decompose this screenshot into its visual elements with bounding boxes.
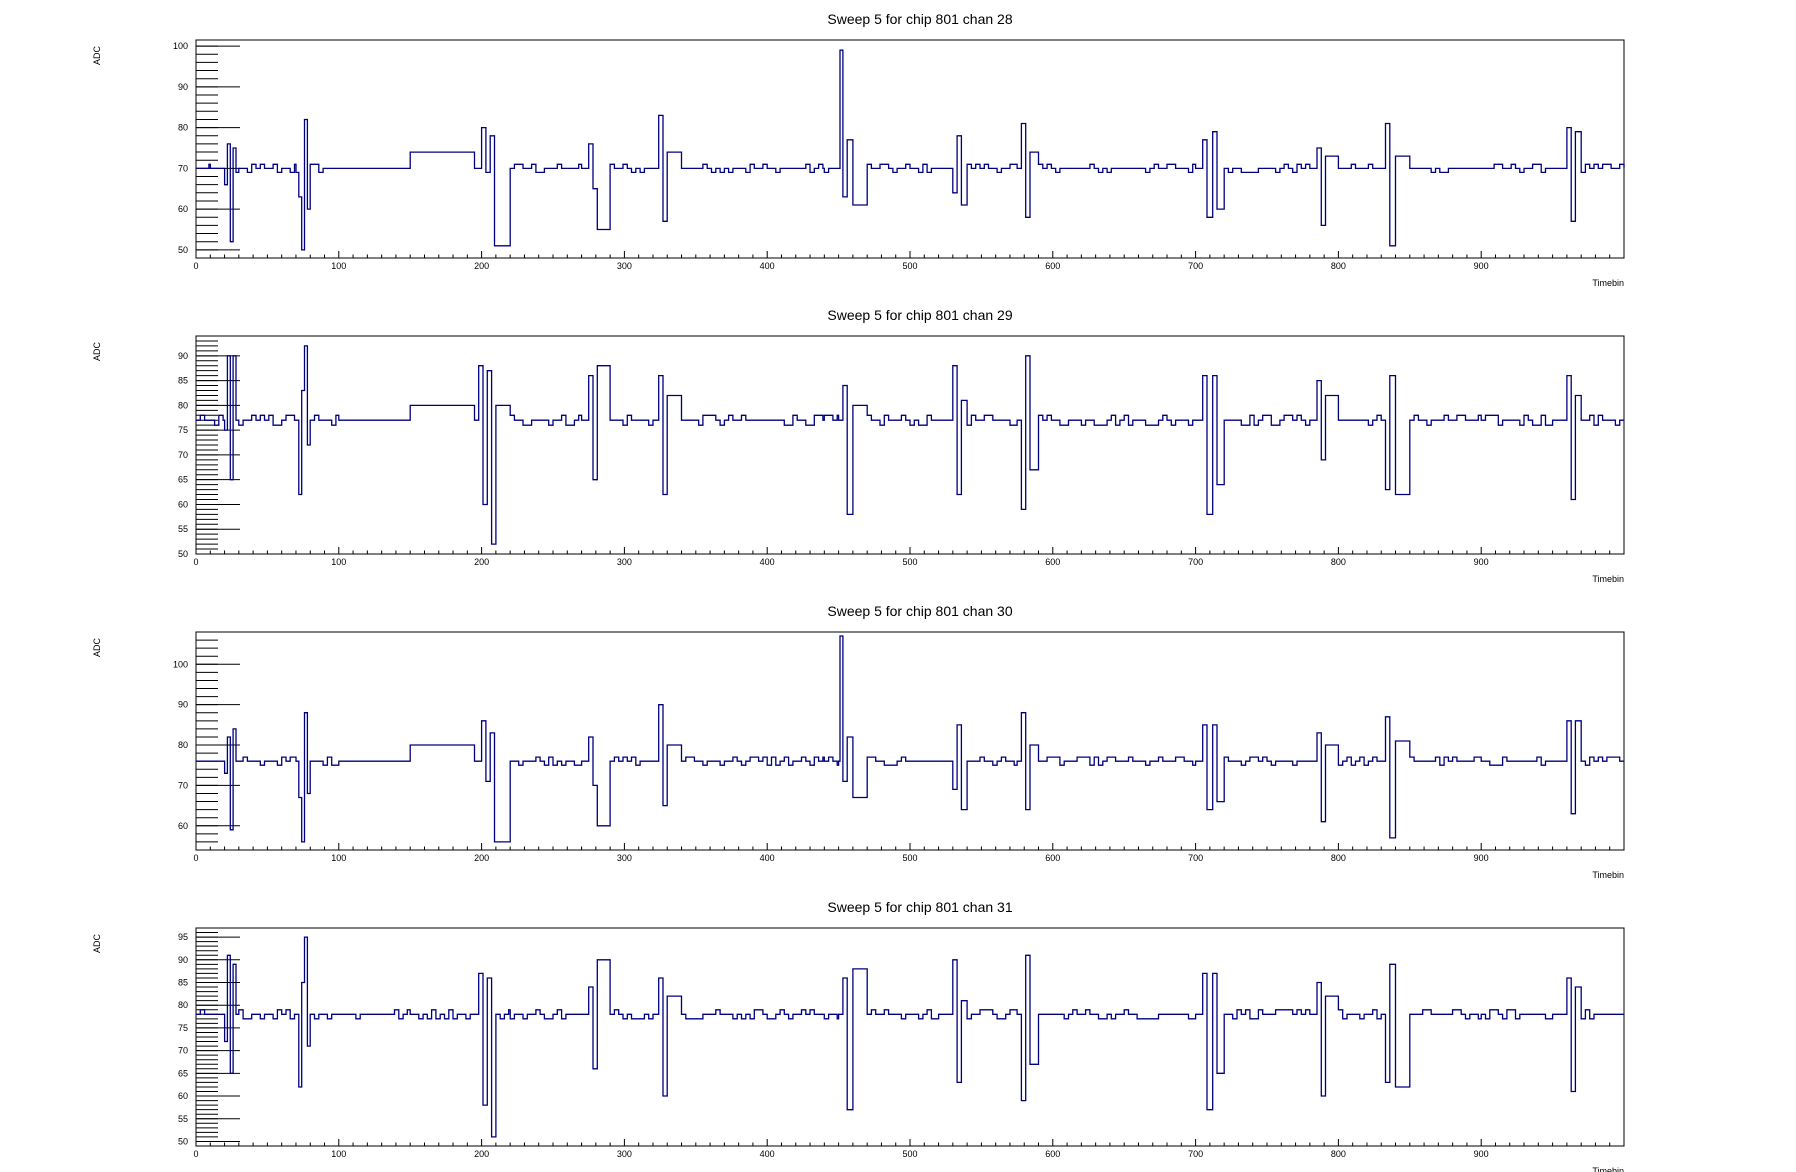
- x-tick-label: 300: [617, 261, 632, 271]
- x-tick-label: 200: [474, 1149, 489, 1159]
- y-tick-label: 60: [178, 821, 188, 831]
- y-tick-label: 90: [178, 700, 188, 710]
- x-tick-label: 900: [1474, 1149, 1489, 1159]
- y-tick-label: 90: [178, 82, 188, 92]
- y-tick-label: 50: [178, 245, 188, 255]
- x-tick-label: 100: [331, 557, 346, 567]
- adc-trace-line: [196, 345, 1624, 545]
- x-tick-label: 400: [760, 1149, 775, 1159]
- y-tick-label: 65: [178, 1068, 188, 1078]
- y-tick-label: 85: [178, 376, 188, 386]
- x-tick-label: 300: [617, 853, 632, 863]
- chart-panel-1: Sweep 5 for chip 801 chan 29 ADC Timebin 50…: [92, 307, 1625, 584]
- x-tick-label: 400: [760, 261, 775, 271]
- x-tick-label: 600: [1045, 261, 1060, 271]
- y-tick-label: 90: [178, 955, 188, 965]
- x-tick-label: 500: [902, 261, 917, 271]
- y-tick-label: 80: [178, 740, 188, 750]
- y-axis-label: ADC: [92, 934, 102, 954]
- x-tick-label: 500: [902, 1149, 917, 1159]
- y-tick-label: 75: [178, 425, 188, 435]
- y-tick-label: 70: [178, 780, 188, 790]
- y-tick-label: 80: [178, 400, 188, 410]
- y-axis-label: ADC: [92, 638, 102, 658]
- x-axis-label: Timebin: [1592, 1166, 1624, 1172]
- x-tick-label: 0: [193, 1149, 198, 1159]
- x-tick-label: 500: [902, 557, 917, 567]
- chart-title: Sweep 5 for chip 801 chan 29: [827, 307, 1012, 323]
- y-tick-label: 100: [173, 659, 188, 669]
- x-tick-label: 700: [1188, 557, 1203, 567]
- chart-title: Sweep 5 for chip 801 chan 31: [827, 899, 1012, 915]
- y-tick-label: 50: [178, 549, 188, 559]
- chart-title: Sweep 5 for chip 801 chan 30: [827, 603, 1012, 619]
- y-tick-label: 60: [178, 1091, 188, 1101]
- y-tick-label: 55: [178, 524, 188, 534]
- x-tick-label: 0: [193, 557, 198, 567]
- x-tick-label: 200: [474, 853, 489, 863]
- chart-panel-0: Sweep 5 for chip 801 chan 28 ADC Timebin 50…: [92, 11, 1625, 288]
- y-tick-label: 85: [178, 978, 188, 988]
- x-tick-label: 200: [474, 261, 489, 271]
- y-tick-label: 60: [178, 204, 188, 214]
- y-axis-label: ADC: [92, 342, 102, 362]
- x-tick-label: 800: [1331, 261, 1346, 271]
- y-tick-label: 60: [178, 499, 188, 509]
- y-tick-label: 50: [178, 1136, 188, 1146]
- adc-trace-line: [196, 635, 1624, 843]
- y-tick-label: 95: [178, 932, 188, 942]
- x-tick-label: 900: [1474, 853, 1489, 863]
- x-tick-label: 700: [1188, 261, 1203, 271]
- y-tick-label: 80: [178, 1000, 188, 1010]
- x-tick-label: 900: [1474, 261, 1489, 271]
- x-axis-label: Timebin: [1592, 574, 1624, 584]
- adc-trace-line: [196, 49, 1625, 251]
- x-tick-label: 600: [1045, 557, 1060, 567]
- adc-trace-line: [196, 936, 1624, 1138]
- x-tick-label: 500: [902, 853, 917, 863]
- chart-panel-3: Sweep 5 for chip 801 chan 31 ADC Timebin 50…: [92, 899, 1625, 1172]
- x-tick-label: 600: [1045, 853, 1060, 863]
- x-tick-label: 800: [1331, 557, 1346, 567]
- x-tick-label: 0: [193, 853, 198, 863]
- x-tick-label: 700: [1188, 853, 1203, 863]
- x-axis-label: Timebin: [1592, 870, 1624, 880]
- y-tick-label: 65: [178, 475, 188, 485]
- x-axis-label: Timebin: [1592, 278, 1624, 288]
- x-tick-label: 600: [1045, 1149, 1060, 1159]
- y-tick-label: 70: [178, 450, 188, 460]
- x-tick-label: 300: [617, 1149, 632, 1159]
- chart-title: Sweep 5 for chip 801 chan 28: [827, 11, 1012, 27]
- x-tick-label: 300: [617, 557, 632, 567]
- x-tick-label: 800: [1331, 853, 1346, 863]
- x-tick-label: 100: [331, 853, 346, 863]
- y-tick-label: 100: [173, 41, 188, 51]
- x-tick-label: 0: [193, 261, 198, 271]
- x-tick-label: 700: [1188, 1149, 1203, 1159]
- x-tick-label: 100: [331, 1149, 346, 1159]
- y-axis-label: ADC: [92, 46, 102, 66]
- y-tick-label: 70: [178, 1046, 188, 1056]
- y-tick-label: 55: [178, 1114, 188, 1124]
- x-tick-label: 400: [760, 853, 775, 863]
- y-tick-label: 75: [178, 1023, 188, 1033]
- x-tick-label: 200: [474, 557, 489, 567]
- y-tick-label: 70: [178, 163, 188, 173]
- x-tick-label: 400: [760, 557, 775, 567]
- y-tick-label: 90: [178, 351, 188, 361]
- x-tick-label: 900: [1474, 557, 1489, 567]
- x-tick-label: 800: [1331, 1149, 1346, 1159]
- x-tick-label: 100: [331, 261, 346, 271]
- y-tick-label: 80: [178, 123, 188, 133]
- chart-panel-2: Sweep 5 for chip 801 chan 30 ADC Timebin 60…: [92, 603, 1625, 880]
